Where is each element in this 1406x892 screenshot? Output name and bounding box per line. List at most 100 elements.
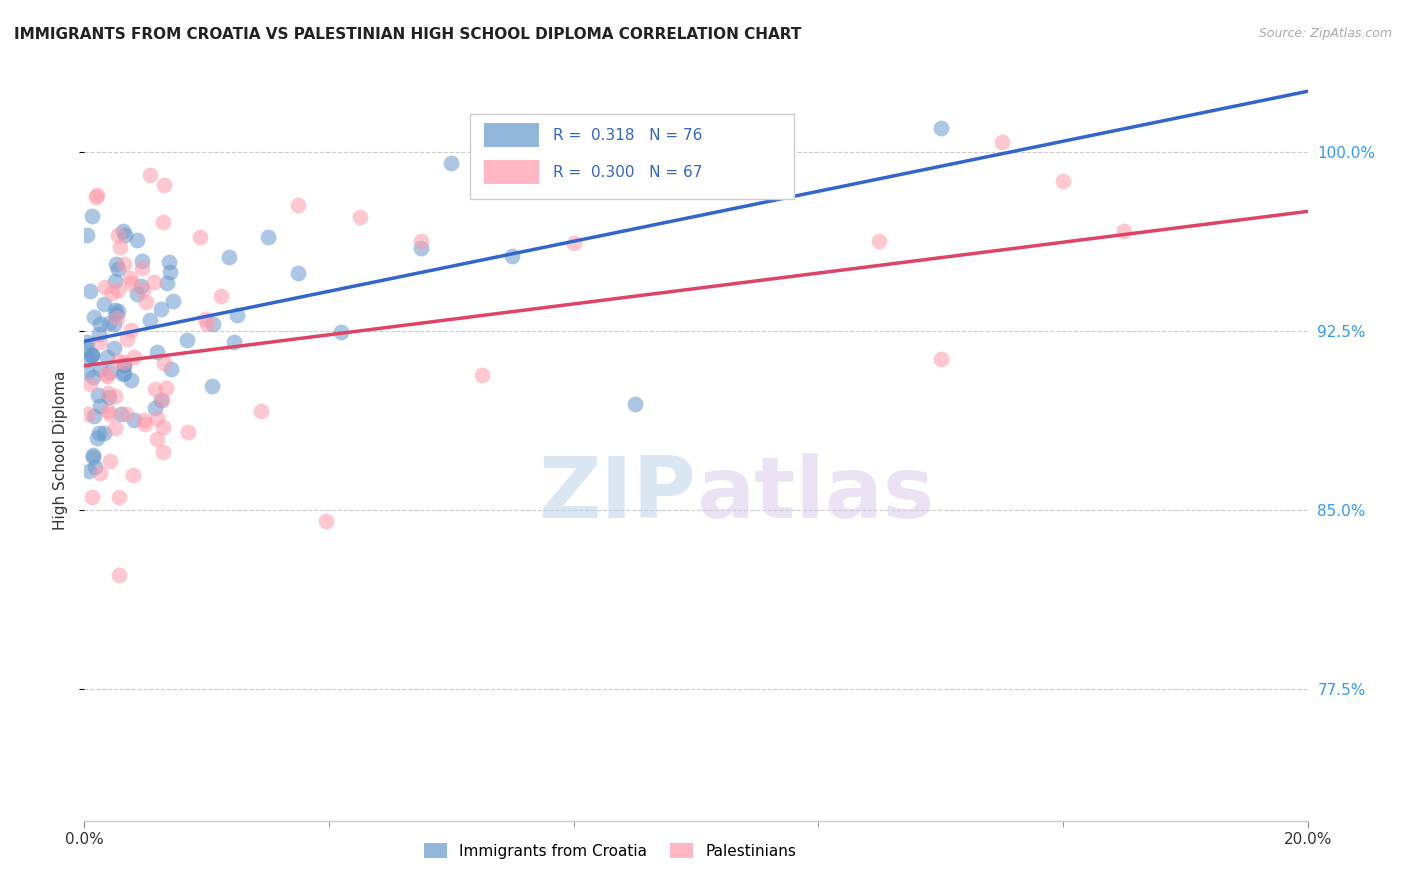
Point [409, 235, 432, 249]
Point [226, 308, 249, 322]
Point [112, 358, 135, 372]
FancyBboxPatch shape [484, 161, 540, 184]
Point [991, 135, 1014, 149]
Point [145, 410, 167, 425]
Point [94, 280, 117, 294]
Point [107, 284, 129, 298]
Point [76, 353, 98, 368]
Point [624, 397, 647, 411]
Text: R =  0.300   N = 67: R = 0.300 N = 67 [553, 165, 702, 180]
Point [107, 262, 129, 277]
Legend: Immigrants from Croatia, Palestinians: Immigrants from Croatia, Palestinians [418, 837, 803, 865]
Point [122, 413, 145, 427]
Point [82, 448, 104, 462]
Point [105, 310, 128, 325]
Text: Source: ZipAtlas.com: Source: ZipAtlas.com [1258, 27, 1392, 40]
Point [104, 257, 127, 271]
Point [80, 490, 103, 504]
Point [112, 367, 135, 381]
Text: atlas: atlas [696, 453, 934, 536]
Point [107, 228, 129, 243]
Point [77, 407, 100, 421]
Point [115, 407, 138, 421]
Point [112, 224, 135, 238]
Point [79, 377, 101, 392]
Point [139, 313, 162, 327]
Point [82, 209, 104, 223]
Point [80, 348, 103, 362]
Point [89, 361, 111, 376]
Point [150, 392, 173, 407]
Point [929, 121, 952, 136]
Point [150, 392, 173, 407]
Point [129, 279, 152, 293]
Point [201, 379, 224, 393]
Point [89, 334, 111, 349]
Point [97, 385, 120, 400]
Point [124, 350, 146, 364]
Point [250, 403, 273, 417]
Point [349, 210, 371, 224]
Point [131, 253, 153, 268]
Point [107, 304, 129, 318]
Point [98, 454, 121, 468]
Point [97, 390, 120, 404]
Point [76, 365, 98, 379]
Point [96, 369, 118, 384]
Point [152, 215, 174, 229]
Point [149, 302, 172, 317]
Point [202, 317, 225, 331]
Point [194, 311, 217, 326]
Point [77, 465, 100, 479]
Point [120, 276, 142, 290]
Point [160, 362, 183, 376]
Point [98, 407, 121, 421]
Point [176, 334, 198, 348]
Y-axis label: High School Diploma: High School Diploma [52, 371, 67, 530]
Point [103, 317, 125, 331]
Point [103, 274, 125, 288]
Point [83, 409, 105, 424]
Point [100, 365, 122, 379]
Point [197, 317, 219, 331]
Point [104, 302, 127, 317]
Point [224, 334, 246, 349]
Point [135, 294, 157, 309]
Point [143, 383, 166, 397]
Point [146, 345, 169, 359]
Point [152, 444, 174, 458]
Point [257, 229, 280, 244]
Point [101, 285, 124, 300]
Point [94, 367, 117, 381]
Text: ZIP: ZIP [538, 453, 696, 536]
Point [287, 266, 309, 280]
Point [125, 287, 148, 301]
Point [142, 275, 165, 289]
Point [97, 404, 120, 418]
Point [89, 317, 111, 331]
Point [120, 323, 142, 337]
Point [110, 407, 132, 421]
Point [315, 514, 337, 528]
Point [107, 354, 129, 368]
Point [159, 265, 181, 279]
Point [209, 289, 232, 303]
Point [143, 401, 166, 416]
Point [562, 236, 585, 251]
Point [134, 417, 156, 431]
Point [87, 387, 110, 401]
Point [108, 568, 131, 582]
Point [134, 412, 156, 426]
Point [108, 240, 131, 254]
Point [562, 129, 585, 144]
Point [98, 316, 121, 330]
Point [89, 326, 111, 341]
Point [84, 190, 107, 204]
Point [122, 467, 145, 482]
Point [157, 254, 180, 268]
Point [93, 425, 115, 440]
Point [112, 354, 135, 368]
Point [330, 325, 353, 339]
FancyBboxPatch shape [470, 113, 794, 199]
Point [104, 389, 127, 403]
